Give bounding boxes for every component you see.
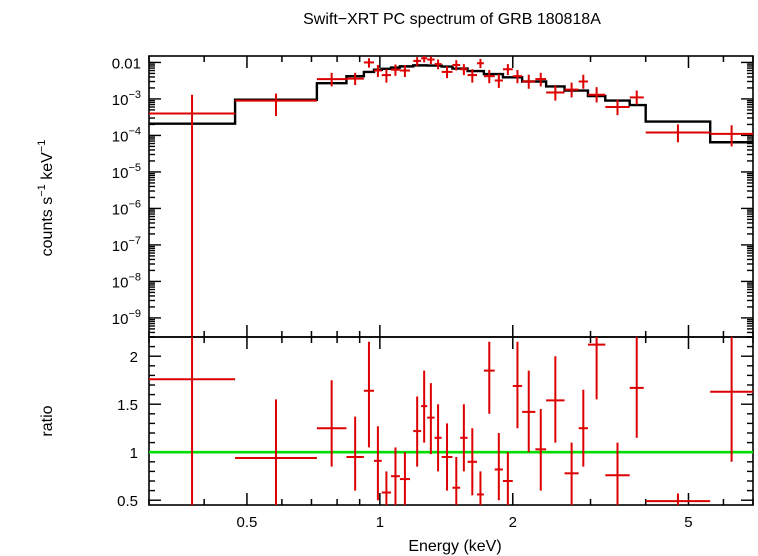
data-point [564, 82, 579, 98]
y-tick-label: 10−4 [112, 125, 141, 145]
data-point [522, 74, 536, 89]
data-point [381, 69, 392, 83]
y-tick-label: 1 [130, 445, 138, 462]
y-tick-label: 2 [130, 349, 138, 366]
data-point [235, 93, 317, 117]
x-tick-label: 0.5 [237, 514, 258, 531]
ratio-point [483, 341, 495, 414]
data-point [578, 74, 588, 89]
ratio-point [316, 380, 347, 467]
data-point [346, 72, 364, 86]
data-point [494, 74, 503, 88]
top-panel-ylabel: counts s−1 keV−1 [36, 140, 56, 257]
data-point [391, 64, 400, 76]
data-point [149, 94, 236, 337]
ratio-point [629, 337, 644, 438]
data-point [452, 60, 461, 71]
ratio-point [502, 452, 513, 505]
ratio-point [578, 389, 588, 467]
data-point [546, 85, 565, 101]
y-tick-label: 0.5 [117, 493, 138, 510]
ratio-point [381, 471, 392, 505]
data-point [587, 87, 606, 103]
ratio-point [441, 423, 453, 491]
data-point [483, 70, 495, 84]
ratio-point [149, 337, 236, 505]
data-point [363, 58, 375, 68]
data-point [535, 72, 547, 87]
data-point [605, 99, 630, 116]
ratio-point [399, 452, 410, 505]
y-tick-label: 1.5 [117, 397, 138, 414]
ratio-point [427, 383, 435, 455]
ratio-point [535, 409, 547, 491]
model-curve [149, 64, 753, 144]
ratio-point [346, 416, 364, 491]
x-axis-label: Energy (keV) [408, 538, 501, 555]
data-point [645, 124, 711, 143]
ratio-point [512, 341, 523, 429]
data-point [502, 64, 513, 76]
y-tick-label: 0.01 [112, 55, 141, 72]
data-point [629, 90, 644, 105]
data-point [316, 72, 347, 87]
y-tick-label: 10−9 [112, 308, 141, 328]
ratio-point [477, 471, 484, 505]
data-point [421, 56, 428, 63]
ratio-point [546, 356, 565, 443]
x-tick-label: 5 [684, 514, 692, 531]
data-point [512, 70, 523, 84]
bottom-panel-ylabel: ratio [39, 405, 56, 436]
y-tick-label: 10−7 [112, 235, 141, 255]
ratio-point [413, 396, 422, 467]
ratio-point [645, 493, 711, 505]
data-point [374, 65, 382, 77]
ratio-point [710, 337, 753, 462]
ratio-point [522, 370, 536, 453]
data-point [467, 69, 478, 83]
ratio-point [460, 404, 468, 472]
x-tick-label: 2 [509, 514, 517, 531]
bottom-panel-frame [148, 336, 754, 506]
ratio-point [452, 457, 461, 505]
top-panel: 0.01 10−3 10−4 10−5 10−6 10−7 10−8 10−9 [112, 55, 754, 349]
ratio-point [564, 442, 579, 505]
ratio-point [374, 426, 382, 501]
y-tick-label: 10−8 [112, 271, 141, 291]
bottom-panel: 0.5 1 2 5 0.5 1 1.5 2 [117, 325, 754, 531]
data-point [477, 58, 484, 69]
data-point [434, 59, 442, 70]
data-point [710, 125, 753, 147]
ratio-point [494, 433, 503, 501]
y-tick-label: 10−6 [112, 198, 141, 218]
data-point [460, 64, 468, 76]
data-point [441, 66, 453, 79]
ratio-point [363, 341, 375, 448]
ratio-point [605, 442, 630, 505]
y-tick-label: 10−3 [112, 89, 141, 109]
data-point [427, 56, 435, 65]
ratio-point [235, 399, 317, 505]
ratio-point [391, 447, 400, 505]
top-panel-frame [148, 55, 754, 338]
y-tick-label: 10−5 [112, 162, 141, 182]
ratio-point [467, 428, 478, 496]
data-point [413, 57, 422, 66]
chart-title: Swift−XRT PC spectrum of GRB 180818A [303, 11, 601, 28]
ratio-point [587, 337, 606, 400]
x-tick-label: 1 [376, 514, 384, 531]
ratio-point [434, 404, 442, 472]
ratio-point [421, 370, 428, 443]
data-point [399, 65, 410, 77]
